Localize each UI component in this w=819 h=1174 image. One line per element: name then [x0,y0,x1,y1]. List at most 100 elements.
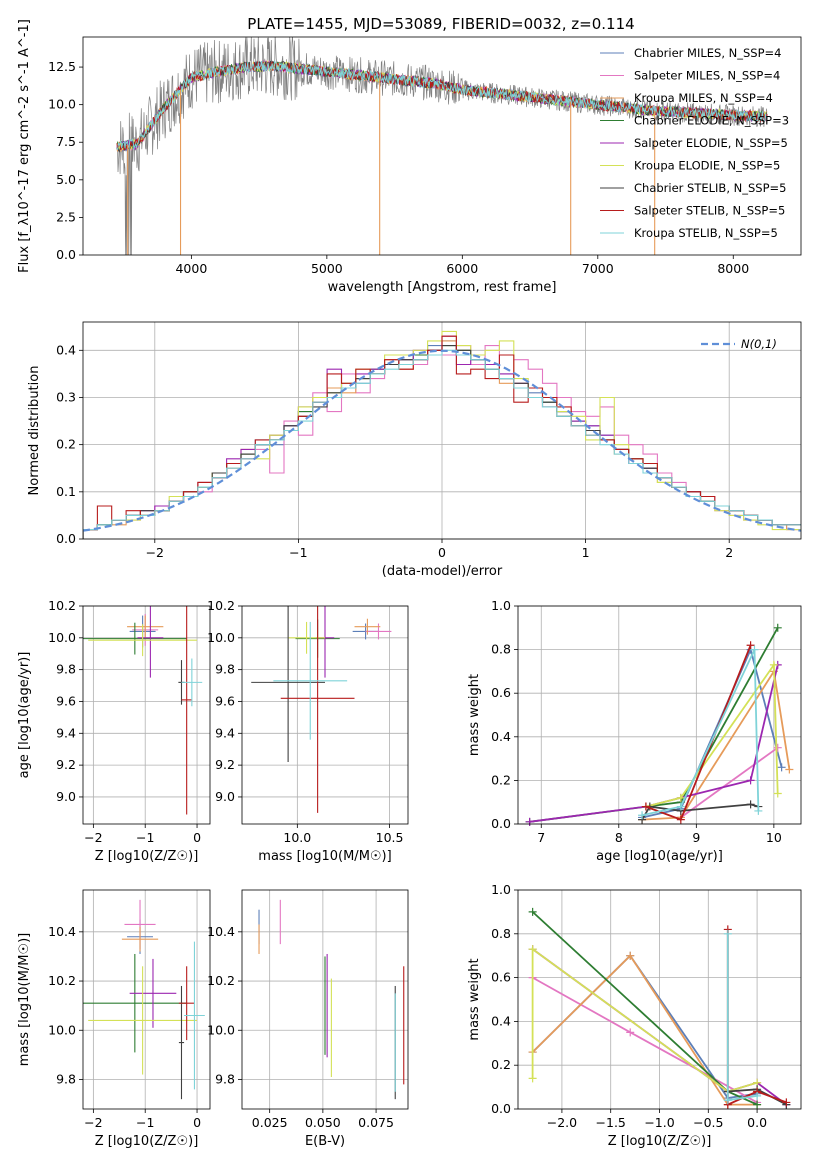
y-axis-label: Normed distribution [27,366,42,496]
legend-entry: Kroupa STELIB, N_SSP=5 [634,226,778,240]
y-tick-label: 9.8 [56,662,76,677]
plus-marker [773,623,782,632]
y-tick-label: 0.0 [56,531,76,546]
spectrum-plot [116,37,768,255]
x-axis-label: Z [log10(Z/Z☉)] [608,1134,712,1149]
age_vs_Z-axes: −2 −1 0 9.0 9.2 9.4 9.6 9.8 10.0 10.2 Z [log10(Z/Z… [17,598,210,864]
plus-marker [785,765,794,774]
age_vs_mass-points [251,606,392,813]
y-tick-label: 9.4 [215,725,235,740]
legend-entry: Salpeter ELODIE, N_SSP=5 [634,136,788,150]
x-tick-label: 1 [582,545,590,560]
weight-line [680,746,779,819]
x-tick-label: −2 [146,545,164,560]
y-tick-label: 2.5 [56,209,76,224]
y-tick-label: 0.2 [491,1057,511,1072]
x-tick-label: 2 [725,545,733,560]
plus-marker [525,817,534,826]
y-tick-label: 0.4 [491,1013,511,1028]
weight-line [531,911,758,1106]
mass_vs_Z-points [83,899,205,1100]
x-tick-label: −1 [136,1115,154,1130]
plus-marker [676,815,685,824]
spectrum-frame [82,36,802,256]
age_vs_mass-frame [241,605,409,825]
x-tick-label: −1 [136,830,154,845]
x-tick-label: 4000 [175,261,207,276]
plus-marker [676,802,685,811]
mass_vs_EBV-frame [241,889,409,1110]
y-tick-label: 9.0 [56,789,76,804]
y-tick-label: 5.0 [56,172,76,187]
plus-marker [782,1098,791,1107]
plus-marker [773,789,782,798]
x-tick-label: −0.5 [693,1115,723,1130]
histogram-series [83,349,801,539]
y-tick-label: 9.2 [215,757,235,772]
plus-marker [723,1096,732,1105]
weight-line [642,668,791,821]
residuals-axes: −2 −1 0 1 2 0.0 0.1 0.2 0.3 0.4 (data-model)/error… [27,322,801,579]
y-axis-label: mass [log10(M/M☉)] [17,933,32,1066]
x-tick-label: 9 [692,830,700,845]
plus-marker [528,1074,537,1083]
y-tick-label: 9.6 [215,693,235,708]
y-tick-label: 10.0 [48,97,76,112]
spectrum-data-line [116,37,768,255]
plus-marker [750,645,759,654]
plus-marker [641,802,650,811]
plus-marker [746,641,755,650]
age_vs_Z-frame [82,605,211,825]
plus-marker [626,951,635,960]
legend-entry: Chabrier MILES, N_SSP=4 [634,46,781,60]
y-tick-label: 12.5 [48,59,76,74]
weight_vs_age-series [525,623,794,826]
y-tick-label: 1.0 [491,882,511,897]
x-tick-label: −1 [289,545,307,560]
weight-line [645,662,779,808]
y-tick-label: 0.0 [56,247,76,262]
x-tick-label: 0.050 [305,1115,341,1130]
plus-marker [777,763,786,772]
normal-curve [83,349,801,532]
plus-marker [638,811,647,820]
y-axis-label: age [log10(age/yr)] [17,652,32,779]
y-tick-label: 10.2 [48,598,76,613]
x-tick-label: −1.0 [644,1115,674,1130]
x-axis-label: E(B-V) [305,1134,345,1149]
spectrum-model-line [116,60,768,153]
spectrum-legend: Chabrier MILES, N_SSP=4 Salpeter MILES, N… [600,46,789,240]
weight_vs_age-frame [517,605,802,825]
legend-entry: Chabrier ELODIE, N_SSP=3 [634,114,789,128]
plus-marker [769,660,778,669]
mass_vs_Z-axes: −2 −1 0 9.8 10.0 10.2 10.4 Z [log10(Z/Z☉)] mass … [17,890,210,1149]
plus-marker [723,929,732,938]
x-tick-label: 0.025 [252,1115,288,1130]
plus-marker [626,1028,635,1037]
figure-title: PLATE=1455, MJD=53089, FIBERID=0032, z=0… [247,15,634,33]
weight_vs_Z-axes: −2.0 −1.5 −1.0 −0.5 0.0 0.0 0.2 0.4 0.6 0.8 1.0 Z [… [467,882,801,1149]
y-tick-label: 10.2 [207,973,235,988]
x-axis-label: age [log10(age/yr)] [596,849,723,864]
weight-line [529,664,779,823]
legend-entry: Salpeter STELIB, N_SSP=5 [634,204,785,218]
weight_vs_Z-series [528,907,791,1109]
y-tick-label: 10.2 [48,973,76,988]
y-tick-label: 10.0 [48,630,76,645]
x-tick-label: 10.0 [283,830,311,845]
y-axis-label: mass weight [467,958,482,1040]
x-axis-label: mass [log10(M/M☉)] [258,849,391,864]
y-tick-label: 0.8 [491,926,511,941]
age_vs_mass-axes: 10.0 10.5 9.0 9.2 9.4 9.6 9.8 10.0 10.2 mass [log… [207,598,408,864]
plus-marker [773,743,782,752]
plus-marker [528,907,537,916]
y-tick-label: 0.4 [56,342,76,357]
y-tick-label: 0.6 [491,685,511,700]
y-tick-label: 9.8 [215,1071,235,1086]
x-tick-label: −2 [84,1115,102,1130]
plus-marker [746,776,755,785]
y-tick-label: 0.2 [56,437,76,452]
x-axis-label: Z [log10(Z/Z☉)] [95,1134,199,1149]
spectrum-axes: 4000 5000 6000 7000 8000 0.0 2.5 5.0 7.5 10.0 12.5… [17,19,749,295]
